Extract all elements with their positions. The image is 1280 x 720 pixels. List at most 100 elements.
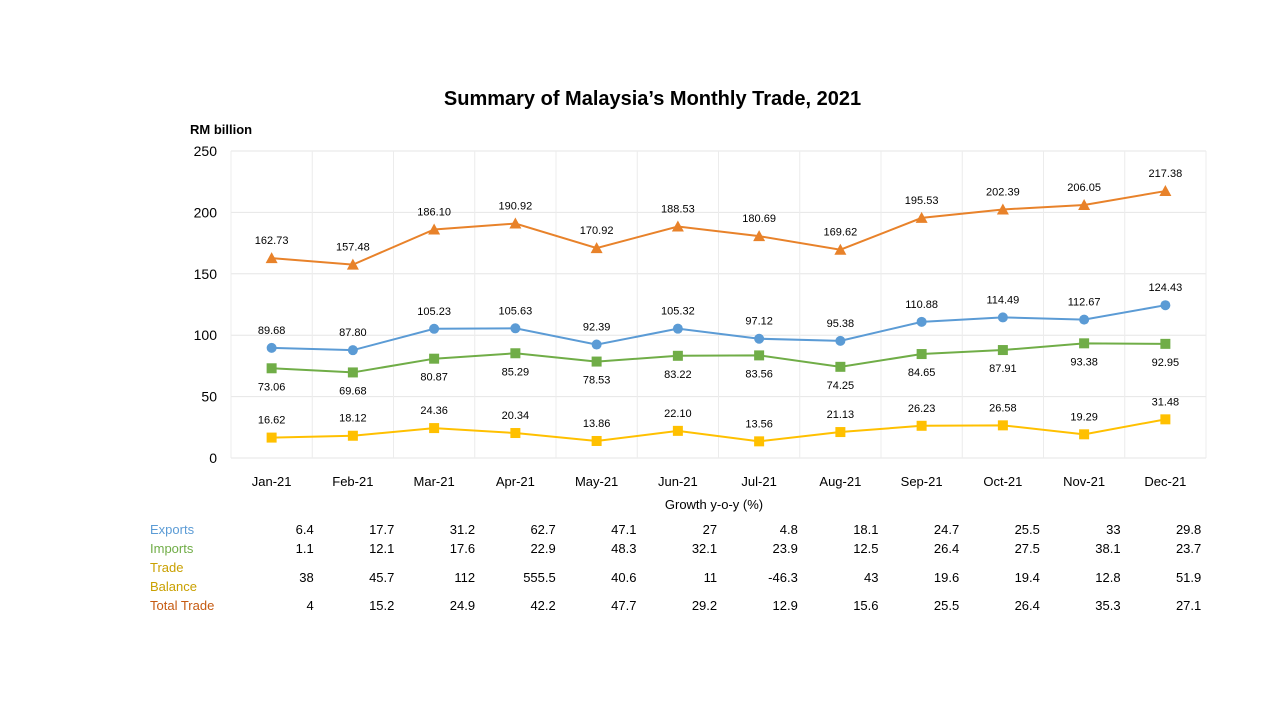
x-tick-label: Feb-21: [332, 474, 373, 489]
total-trade-point: [509, 217, 522, 229]
growth-cell: 38: [299, 569, 314, 585]
growth-cell: 555.5: [523, 569, 556, 585]
exports-point: [835, 335, 846, 346]
imports-point: [1079, 338, 1090, 349]
imports-data-label: 93.38: [1070, 356, 1098, 368]
trade-balance-data-label: 18.12: [339, 413, 367, 425]
trade-balance-point: [997, 420, 1008, 431]
trade-balance-point: [347, 430, 358, 441]
growth-cell: 25.5: [1014, 522, 1040, 537]
imports-point: [347, 367, 358, 378]
trade-balance-point: [429, 423, 440, 434]
exports-point: [429, 323, 440, 334]
trade-balance-data-label: 20.34: [502, 410, 530, 422]
growth-cell: 40.6: [611, 569, 637, 585]
exports-point: [347, 345, 358, 356]
growth-cell: 17.7: [369, 522, 395, 537]
exports-point: [591, 339, 602, 350]
imports-data-label: 74.25: [827, 380, 855, 392]
growth-cell: -46.3: [768, 569, 798, 585]
x-tick-label: Jan-21: [252, 474, 292, 489]
growth-row-imports: Imports 1.1 12.1 17.6 22.9 48.3 32.1 23.9 12.5 26…: [150, 539, 1201, 558]
total-trade-point: [265, 252, 278, 264]
trade-balance-data-label: 26.23: [908, 403, 936, 415]
y-tick-label: 250: [194, 143, 218, 159]
total-trade-point: [915, 211, 928, 223]
growth-cell: 11: [703, 569, 718, 585]
x-tick-label: Dec-21: [1144, 474, 1186, 489]
growth-cell: 45.7: [369, 569, 395, 585]
growth-cell: 25.5: [933, 598, 960, 613]
exports-point: [266, 342, 277, 353]
imports-data-label: 87.91: [989, 363, 1017, 375]
trade-balance-point: [1160, 414, 1171, 425]
growth-cell: 17.6: [449, 541, 476, 556]
y-tick-label: 0: [209, 450, 217, 466]
exports-data-label: 97.12: [745, 316, 773, 328]
total-trade-data-label: 188.53: [661, 203, 695, 215]
trade-balance-data-label: 16.62: [258, 415, 286, 427]
exports-data-label: 105.32: [661, 306, 695, 318]
exports-data-label: 105.63: [499, 305, 533, 317]
y-tick-label: 100: [194, 327, 218, 343]
exports-data-label: 105.23: [417, 306, 451, 318]
growth-cell: 27.5: [1014, 541, 1040, 556]
growth-row-exports: Exports 6.4 17.7 31.2 62.7 47.1 27 4.8 18.1 24.7 2…: [150, 520, 1201, 539]
growth-cell: 27: [702, 522, 718, 537]
growth-cell: 35.3: [1095, 598, 1121, 613]
x-tick-label: Oct-21: [983, 474, 1022, 489]
exports-data-label: 112.67: [1068, 297, 1101, 309]
x-tick-label: May-21: [575, 474, 618, 489]
trade-balance-data-label: 13.56: [745, 418, 773, 430]
growth-cell: 47.7: [611, 598, 637, 613]
total-trade-data-label: 170.92: [580, 225, 614, 237]
growth-cell: 4.8: [779, 522, 798, 537]
growth-cell: 26.4: [933, 541, 960, 556]
growth-cell: 29.2: [691, 598, 718, 613]
imports-data-label: 83.22: [664, 369, 692, 381]
imports-data-label: 73.06: [258, 381, 286, 393]
exports-point: [672, 323, 683, 334]
imports-point: [997, 345, 1008, 356]
growth-cell: 27.1: [1175, 598, 1202, 613]
total-trade-line: [271, 190, 1166, 266]
imports-point: [429, 353, 440, 364]
imports-data-label: 92.95: [1152, 357, 1180, 369]
growth-cell: 12.5: [853, 541, 879, 556]
total-trade-data-label: 186.10: [417, 206, 451, 218]
growth-cell: 6.4: [295, 522, 314, 537]
imports-data-label: 85.29: [502, 366, 530, 378]
y-tick-label: 50: [201, 389, 217, 405]
growth-row-label: Total Trade: [150, 598, 215, 613]
x-tick-label: Jun-21: [658, 474, 698, 489]
exports-point: [997, 312, 1008, 323]
growth-cell: 26.4: [1014, 598, 1040, 613]
imports-point: [510, 348, 521, 359]
exports-data-label: 87.80: [339, 327, 367, 339]
trade-balance-line: [271, 418, 1166, 443]
trade-balance-point: [591, 435, 602, 446]
growth-cell: 12.8: [1095, 569, 1121, 585]
trade-balance-point: [1079, 429, 1090, 440]
y-tick-label: 200: [194, 204, 218, 220]
total-trade-data-label: 195.53: [905, 195, 939, 207]
imports-data-label: 83.56: [745, 368, 773, 380]
growth-cell: 112: [454, 569, 476, 585]
imports-data-label: 84.65: [908, 367, 936, 379]
trade-balance-data-label: 26.58: [989, 402, 1017, 414]
growth-row-label: Imports: [150, 541, 194, 556]
total-trade-point: [428, 223, 441, 235]
growth-cell: 24.7: [933, 522, 960, 537]
total-trade-point: [996, 203, 1009, 215]
imports-data-label: 78.53: [583, 375, 611, 387]
trade-balance-point: [266, 432, 277, 443]
growth-cell: 29.8: [1175, 522, 1202, 537]
exports-data-label: 124.43: [1149, 282, 1183, 294]
growth-cell: 24.9: [449, 598, 476, 613]
growth-cell: 38.1: [1095, 541, 1121, 556]
x-tick-label: Sep-21: [901, 474, 943, 489]
trade-balance-point: [672, 425, 683, 436]
trade-balance-data-label: 19.29: [1070, 411, 1098, 423]
exports-point: [754, 333, 765, 344]
trade-balance-point: [510, 428, 521, 439]
